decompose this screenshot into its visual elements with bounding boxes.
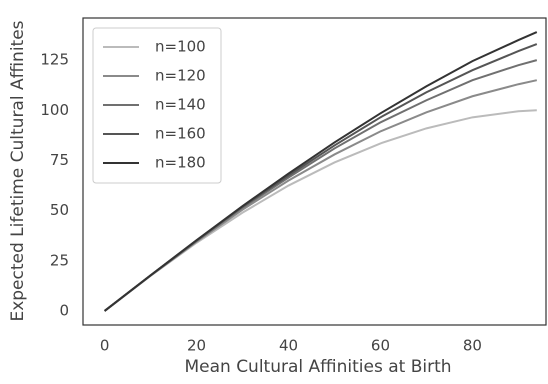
y-tick-label: 125 bbox=[40, 51, 69, 69]
x-tick-label: 0 bbox=[100, 337, 110, 355]
y-tick-label: 50 bbox=[50, 201, 69, 219]
line bbox=[103, 31, 538, 312]
y-tick-label: 0 bbox=[59, 301, 69, 319]
x-tick-label: 80 bbox=[463, 337, 482, 355]
legend-box bbox=[92, 27, 222, 184]
x-axis-label: Mean Cultural Affinities at Birth bbox=[184, 357, 451, 377]
x-tick-label: 40 bbox=[279, 337, 298, 355]
legend-label: n=120 bbox=[155, 67, 206, 85]
legend-label: n=180 bbox=[155, 154, 206, 172]
y-tick-label: 25 bbox=[50, 251, 69, 269]
x-tick-label: 60 bbox=[371, 337, 390, 355]
legend-label: n=100 bbox=[155, 38, 206, 56]
y-tick-label: 100 bbox=[40, 101, 69, 119]
x-tick-label: 20 bbox=[187, 337, 206, 355]
legend-label: n=160 bbox=[155, 125, 206, 143]
y-axis-label: Expected Lifetime Cultural Affinites bbox=[8, 20, 28, 321]
plot-frame bbox=[82, 17, 547, 326]
legend-label: n=140 bbox=[155, 96, 206, 114]
y-tick-label: 75 bbox=[50, 151, 69, 169]
